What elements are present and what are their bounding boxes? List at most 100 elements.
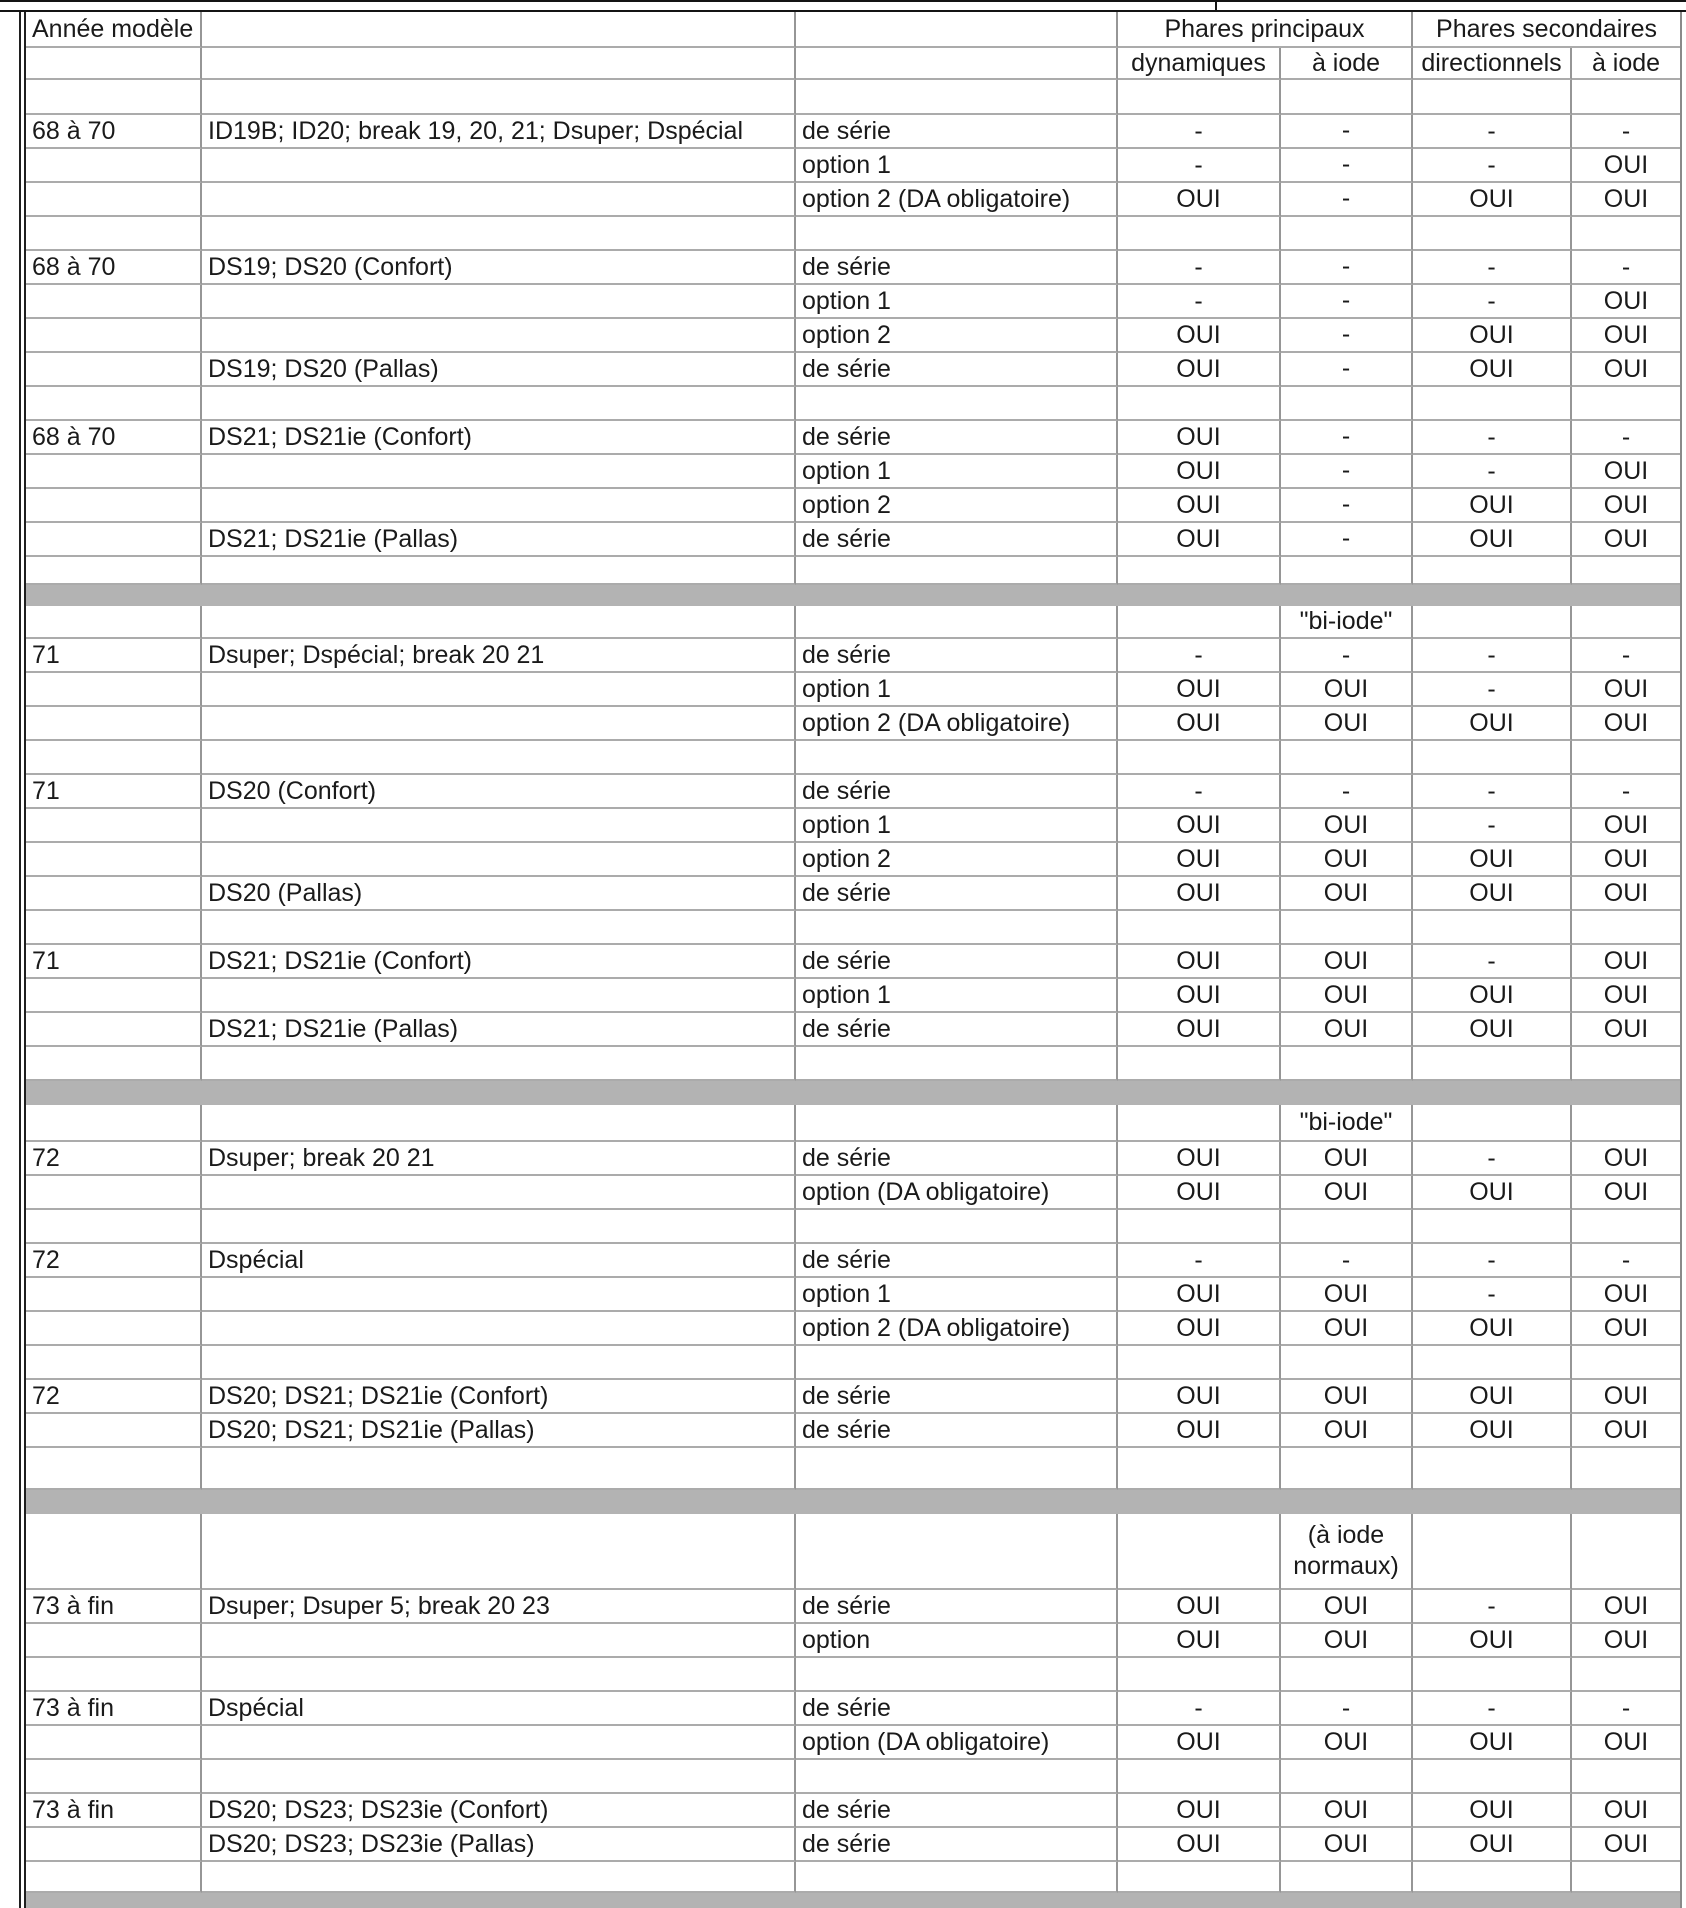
spacer-row <box>26 1047 1680 1082</box>
header-empty-cell <box>796 48 1118 80</box>
value-iode-principal <box>1281 1658 1413 1693</box>
value-directionnels <box>1413 80 1572 115</box>
value-iode-secondaire: - <box>1572 115 1680 149</box>
year-cell <box>26 455 202 489</box>
value-dynamiques: OUI <box>1118 1312 1281 1347</box>
year-cell <box>26 149 202 183</box>
table-row: 71 DS21; DS21ie (Confort) de série OUI OUI - O… <box>26 945 1680 980</box>
table-row: option 2 (DA obligatoire) OUI - OUI OUI <box>26 183 1680 217</box>
value-iode-secondaire: OUI <box>1572 707 1680 742</box>
value-iode-secondaire: OUI <box>1572 1726 1680 1761</box>
value-dynamiques <box>1118 1047 1281 1082</box>
table-row: 71 DS20 (Confort) de série - - - - <box>26 775 1680 810</box>
trim-cell <box>796 1658 1118 1693</box>
value-directionnels <box>1413 557 1572 585</box>
value-directionnels: - <box>1413 455 1572 489</box>
value-iode-principal <box>1281 1448 1413 1491</box>
value-directionnels <box>1413 1210 1572 1245</box>
separator-band-row <box>26 585 1680 606</box>
value-dynamiques: OUI <box>1118 523 1281 557</box>
table-body: 68 à 70 ID19B; ID20; break 19, 20, 21; Ds… <box>26 80 1680 1908</box>
model-cell <box>202 149 796 183</box>
value-directionnels: OUI <box>1413 1828 1572 1863</box>
model-cell <box>202 489 796 523</box>
separator-band <box>26 1490 1680 1515</box>
value-directionnels: - <box>1413 1692 1572 1727</box>
table-row: 68 à 70 ID19B; ID20; break 19, 20, 21; Ds… <box>26 115 1680 149</box>
model-cell <box>202 1624 796 1659</box>
value-directionnels: - <box>1413 809 1572 844</box>
value-directionnels: OUI <box>1413 843 1572 878</box>
model-cell <box>202 455 796 489</box>
trim-cell: option 2 <box>796 319 1118 353</box>
model-cell <box>202 1210 796 1245</box>
value-dynamiques: - <box>1118 251 1281 285</box>
value-iode-principal <box>1281 1862 1413 1894</box>
spacer-row <box>26 1760 1680 1795</box>
model-cell: Dsuper; break 20 21 <box>202 1142 796 1177</box>
year-cell <box>26 183 202 217</box>
year-cell <box>26 1013 202 1048</box>
table-row: option 2 OUI - OUI OUI <box>26 319 1680 353</box>
trim-cell: de série <box>796 421 1118 455</box>
value-iode-principal: - <box>1281 353 1413 387</box>
value-dynamiques: OUI <box>1118 945 1281 980</box>
value-iode-principal: - <box>1281 319 1413 353</box>
column-group-phares-secondaires: Phares secondaires <box>1413 12 1680 48</box>
model-cell <box>202 183 796 217</box>
year-cell: 72 <box>26 1244 202 1279</box>
value-directionnels: OUI <box>1413 1794 1572 1829</box>
trim-cell: option 2 <box>796 843 1118 878</box>
year-cell <box>26 353 202 387</box>
value-iode-principal: OUI <box>1281 673 1413 708</box>
value-dynamiques: - <box>1118 1244 1281 1279</box>
value-iode-principal: - <box>1281 775 1413 810</box>
value-directionnels <box>1413 1448 1572 1491</box>
value-directionnels <box>1413 387 1572 421</box>
value-directionnels: OUI <box>1413 1312 1572 1347</box>
value-dynamiques <box>1118 1760 1281 1795</box>
value-dynamiques: OUI <box>1118 1176 1281 1211</box>
value-dynamiques: OUI <box>1118 877 1281 912</box>
value-dynamiques <box>1118 911 1281 946</box>
value-iode-principal <box>1281 741 1413 776</box>
year-cell <box>26 557 202 585</box>
value-directionnels: OUI <box>1413 1176 1572 1211</box>
value-iode-secondaire: OUI <box>1572 1828 1680 1863</box>
model-cell <box>202 1514 796 1591</box>
spacer-row <box>26 80 1680 115</box>
value-dynamiques <box>1118 387 1281 421</box>
trim-cell: de série <box>796 115 1118 149</box>
model-cell <box>202 1726 796 1761</box>
value-iode-secondaire: - <box>1572 1692 1680 1727</box>
value-directionnels <box>1413 1760 1572 1795</box>
table-row: DS20 (Pallas) de série OUI OUI OUI OUI <box>26 877 1680 912</box>
value-iode-principal <box>1281 911 1413 946</box>
value-directionnels: - <box>1413 1244 1572 1279</box>
value-iode-secondaire: OUI <box>1572 319 1680 353</box>
year-cell <box>26 80 202 115</box>
model-cell: Dsuper; Dspécial; break 20 21 <box>202 639 796 674</box>
column-header-directionnels: directionnels <box>1413 48 1572 80</box>
model-cell <box>202 673 796 708</box>
trim-cell: option 2 <box>796 489 1118 523</box>
spacer-row <box>26 741 1680 776</box>
header-empty-cell <box>202 12 796 48</box>
header-row-sub: dynamiques à iode directionnels à iode <box>26 48 1680 80</box>
value-directionnels: OUI <box>1413 979 1572 1014</box>
year-cell <box>26 1278 202 1313</box>
value-iode-principal: - <box>1281 285 1413 319</box>
table-row: DS20; DS21; DS21ie (Pallas) de série OUI OU… <box>26 1414 1680 1449</box>
value-iode-secondaire: - <box>1572 639 1680 674</box>
value-dynamiques: OUI <box>1118 319 1281 353</box>
header-empty-cell <box>796 12 1118 48</box>
trim-cell: option (DA obligatoire) <box>796 1726 1118 1761</box>
value-directionnels: - <box>1413 639 1572 674</box>
year-cell <box>26 979 202 1014</box>
trim-cell <box>796 911 1118 946</box>
value-iode-secondaire <box>1572 1760 1680 1795</box>
value-iode-principal: - <box>1281 183 1413 217</box>
value-dynamiques <box>1118 1658 1281 1693</box>
table-row: option 1- - - OUI <box>26 285 1680 319</box>
value-iode-secondaire <box>1572 1862 1680 1894</box>
